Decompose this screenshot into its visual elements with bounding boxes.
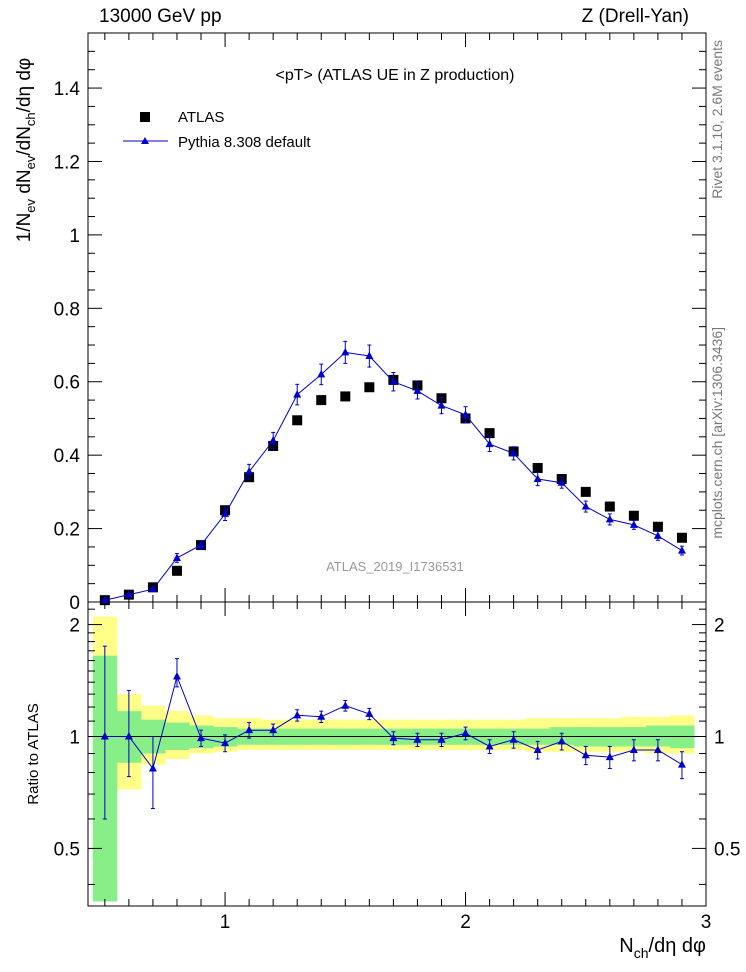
pythia-data-point bbox=[629, 520, 638, 528]
pythia-data-point bbox=[533, 474, 542, 483]
pythia-data-point bbox=[172, 553, 181, 561]
pythia-data-point bbox=[653, 531, 662, 539]
ratio-y-tick-label-left: 1 bbox=[69, 727, 80, 748]
pythia-data-point bbox=[557, 478, 566, 486]
plot-watermark: ATLAS_2019_I1736531 bbox=[326, 559, 464, 574]
pythia-data-point bbox=[605, 514, 614, 523]
pythia-data-point bbox=[365, 351, 374, 360]
ratio-data-point bbox=[581, 750, 590, 759]
atlas-data-point bbox=[340, 391, 351, 402]
main-y-tick-label: 1.2 bbox=[54, 152, 80, 173]
ratio-data-point bbox=[172, 671, 181, 680]
ratio-data-point bbox=[100, 731, 109, 740]
ratio-data-point bbox=[653, 745, 662, 753]
ratio-data-point bbox=[124, 731, 133, 740]
ratio-data-point bbox=[197, 733, 206, 742]
atlas-data-point bbox=[580, 486, 591, 497]
ratio-y-tick-label-right: 0.5 bbox=[714, 839, 740, 860]
pythia-data-point bbox=[341, 347, 350, 356]
ratio-data-point bbox=[389, 733, 398, 742]
pythia-data-point bbox=[413, 386, 422, 394]
ratio-data-point bbox=[341, 701, 350, 709]
ratio-data-point bbox=[485, 741, 494, 750]
header-energy-label: 13000 GeV pp bbox=[99, 6, 222, 27]
pythia-data-point bbox=[148, 584, 157, 593]
main-plot-title: <pT> (ATLAS UE in Z production) bbox=[276, 67, 515, 84]
ratio-data-point bbox=[533, 745, 542, 753]
ratio-data-point bbox=[245, 725, 254, 734]
atlas-data-point bbox=[532, 463, 543, 474]
main-axes: 0 0.2 0.4 0.6 0.8 1 1.2 1.4 bbox=[54, 32, 707, 614]
main-y-tick-label: 0 bbox=[69, 593, 80, 614]
legend: ATLAS Pythia 8.308 default bbox=[123, 109, 311, 151]
atlas-data-point bbox=[484, 428, 495, 439]
header-process-label: Z (Drell-Yan) bbox=[581, 6, 689, 27]
main-y-tick-label: 1.4 bbox=[54, 79, 81, 100]
ratio-y-tick-label-left: 2 bbox=[69, 616, 80, 637]
ratio-data-point bbox=[677, 760, 686, 768]
pythia-data-point bbox=[581, 502, 590, 510]
ratio-data-point bbox=[293, 710, 302, 719]
ratio-data-point bbox=[413, 735, 422, 743]
x-tick-label: 2 bbox=[460, 912, 471, 933]
main-y-tick-label: 0.4 bbox=[54, 446, 81, 467]
pythia-data-point bbox=[509, 448, 518, 457]
pythia-data-point bbox=[124, 590, 133, 598]
pythia-data-point bbox=[245, 467, 254, 475]
ratio-data-point bbox=[437, 735, 446, 743]
pythia-data-point bbox=[197, 540, 206, 549]
main-y-tick-label: 0.6 bbox=[54, 373, 80, 394]
pythia-data-point bbox=[221, 509, 230, 517]
main-y-tick-label: 1 bbox=[69, 226, 80, 247]
pythia-data-point bbox=[100, 595, 109, 604]
legend-pythia-marker bbox=[141, 137, 149, 144]
atlas-data-point bbox=[652, 521, 663, 532]
pythia-data-point bbox=[269, 435, 278, 444]
x-axis-label: Nch/dη dφ bbox=[619, 935, 706, 961]
ratio-y-tick-label-left: 0.5 bbox=[54, 839, 80, 860]
atlas-data-point bbox=[292, 415, 303, 426]
ratio-data-point bbox=[557, 736, 566, 745]
ratio-axes: 1 2 3 0.5 0.5 1 1 2 2 bbox=[54, 602, 740, 933]
mcplots-label: mcplots.cern.ch [arXiv:1306.3436] bbox=[709, 327, 725, 539]
pythia-data-point bbox=[317, 369, 326, 378]
atlas-data-point bbox=[316, 395, 327, 406]
ratio-reference-band bbox=[92, 616, 695, 902]
pythia-data-point bbox=[677, 546, 686, 554]
ratio-y-axis-label: Ratio to ATLAS bbox=[25, 703, 42, 804]
atlas-data-point bbox=[604, 501, 615, 512]
ratio-data-point bbox=[629, 745, 638, 753]
legend-atlas-label: ATLAS bbox=[178, 109, 224, 126]
ratio-data-point bbox=[221, 738, 230, 747]
ratio-y-tick-label-right: 1 bbox=[714, 727, 725, 748]
rivet-version-label: Rivet 3.1.10, 2.6M events bbox=[709, 40, 725, 199]
ratio-data-point bbox=[269, 725, 278, 734]
ratio-data-point bbox=[605, 752, 614, 761]
main-data bbox=[99, 340, 687, 606]
main-y-axis-label: 1/Nev dNev/dNch/dη dφ bbox=[14, 58, 38, 243]
legend-atlas-marker bbox=[140, 112, 150, 122]
x-tick-label: 3 bbox=[701, 912, 712, 933]
atlas-data-point bbox=[364, 382, 375, 393]
pythia-data-point bbox=[461, 410, 470, 418]
atlas-data-point bbox=[171, 565, 182, 576]
ratio-y-tick-label-right: 2 bbox=[714, 616, 725, 637]
legend-pythia-label: Pythia 8.308 default bbox=[178, 134, 311, 151]
atlas-data-point bbox=[628, 510, 639, 521]
ratio-data-point bbox=[365, 709, 374, 717]
main-y-tick-label: 0.8 bbox=[54, 299, 80, 320]
ratio-data-point bbox=[148, 764, 157, 772]
pythia-data-point bbox=[437, 401, 446, 409]
x-tick-label: 1 bbox=[220, 912, 231, 933]
atlas-data-point bbox=[676, 532, 687, 543]
pythia-data-point bbox=[293, 390, 302, 398]
ratio-data-point bbox=[509, 735, 518, 743]
pythia-data-point bbox=[389, 377, 398, 385]
ratio-data bbox=[100, 645, 686, 820]
ratio-data-point bbox=[461, 728, 470, 737]
pythia-data-point bbox=[485, 439, 494, 448]
main-y-tick-label: 0.2 bbox=[54, 520, 80, 541]
ratio-data-point bbox=[317, 712, 326, 720]
